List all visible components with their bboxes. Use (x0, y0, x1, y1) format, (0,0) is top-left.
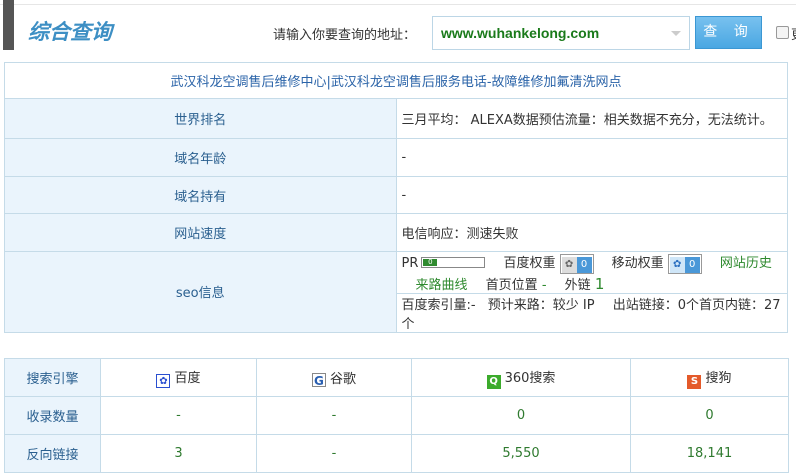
360-search-icon: Q (486, 374, 501, 389)
sogou-s-icon: S (687, 374, 702, 389)
baidu-weight-value: 0 (576, 256, 592, 273)
address-input[interactable]: www.wuhankelong.com (432, 16, 690, 50)
world-rank-value: 三月平均： ALEXA数据预估流量：相关数据不充分，无法统计。 (395, 98, 788, 139)
side-tab (3, 0, 14, 50)
paw-icon: ✿ (561, 256, 577, 273)
seo-row-2: 百度索引量:- 预计来路：较少 IP 出站链接：0个首页内链：27个 (395, 292, 788, 333)
outbound-links-text: 出站链接：0个首页内链：27个 (401, 297, 781, 332)
search-engine-table: 搜索引擎 ✿ 百度 G 谷歌 Q 360搜索 S 搜狗 收录数量 - - 0 0 反向链… (4, 358, 789, 473)
engine-sogou[interactable]: S 搜狗 (630, 358, 789, 397)
backlinks-baidu[interactable]: 3 (100, 434, 257, 473)
label-backlinks: 反向链接 (4, 434, 101, 473)
engine-name: 360搜索 (504, 370, 556, 386)
home-position-value: - (541, 277, 547, 293)
address-value: www.wuhankelong.com (441, 25, 600, 41)
source-curve-link[interactable]: 来路曲线 (415, 277, 468, 293)
mobile-weight-badge[interactable]: ✿ 0 (667, 253, 702, 274)
backlinks-google: - (256, 434, 412, 473)
mobile-weight-value: 0 (684, 256, 700, 273)
site-history-link[interactable]: 网站历史 (719, 256, 772, 271)
query-button[interactable]: 查 询 (695, 16, 762, 49)
engine-baidu[interactable]: ✿ 百度 (100, 358, 257, 397)
checkbox-label: 更 (791, 24, 796, 43)
engine-name: 百度 (174, 371, 201, 386)
label-world-rank: 世界排名 (4, 98, 397, 139)
domain-age-value: - (395, 138, 788, 177)
label-domain-age: 域名年龄 (4, 138, 397, 177)
label-search-engine: 搜索引擎 (4, 358, 101, 397)
engine-name: 搜狗 (705, 370, 732, 386)
outlinks-label: 外链 (564, 277, 591, 293)
engine-google[interactable]: G 谷歌 (256, 358, 412, 397)
pr-value: 0 (423, 259, 438, 266)
google-g-icon: G (311, 373, 326, 388)
engine-name: 谷歌 (329, 372, 356, 387)
address-label: 请输入你要查询的地址： (273, 28, 417, 43)
mobile-paw-icon: ✿ (669, 256, 685, 273)
label-indexed-count: 收录数量 (4, 396, 101, 435)
label-domain-owner: 域名持有 (4, 176, 397, 214)
pr-bar: 0 (421, 257, 486, 268)
label-seo: seo信息 (4, 251, 397, 333)
site-info-table: 武汉科龙空调售后维修中心|武汉科龙空调售后服务电话-故障维修加氟清洗网点 世界排… (4, 62, 788, 333)
baidu-weight-badge[interactable]: ✿ 0 (559, 253, 594, 274)
indexed-google: - (256, 396, 412, 435)
indexed-baidu: - (100, 396, 257, 435)
label-site-speed: 网站速度 (4, 213, 397, 252)
outlinks-value[interactable]: 1 (594, 274, 605, 293)
indexed-360[interactable]: 0 (411, 396, 631, 435)
option-checkbox[interactable] (776, 26, 789, 39)
domain-owner-value: - (395, 176, 788, 214)
mobile-weight-label: 移动权重 (611, 256, 664, 271)
dropdown-caret-icon[interactable] (671, 31, 681, 36)
baidu-paw-icon: ✿ (156, 374, 171, 388)
index-value: - (470, 297, 476, 313)
index-label: 百度索引量: (401, 297, 471, 313)
backlinks-360[interactable]: 5,550 (411, 434, 631, 473)
engine-360[interactable]: Q 360搜索 (411, 358, 631, 397)
page-title: 综合查询 (28, 20, 112, 44)
baidu-weight-label: 百度权重 (503, 256, 556, 271)
seo-row-1: PR 0 百度权重 ✿ 0 移动权重 ✿ 0 网站历史 来路曲线 首页位置 - 外链 1 (395, 251, 788, 294)
top-border (0, 4, 796, 5)
pr-label: PR (401, 256, 419, 271)
estimated-traffic-value: 较少 IP (552, 297, 595, 313)
backlinks-sogou[interactable]: 18,141 (630, 434, 789, 473)
indexed-sogou[interactable]: 0 (630, 396, 789, 435)
home-position-label: 首页位置 (485, 277, 538, 293)
site-title[interactable]: 武汉科龙空调售后维修中心|武汉科龙空调售后服务电话-故障维修加氟清洗网点 (4, 62, 788, 99)
estimated-traffic-label: 预计来路： (487, 297, 553, 313)
site-speed-value: 电信响应：测速失败 (395, 213, 788, 252)
